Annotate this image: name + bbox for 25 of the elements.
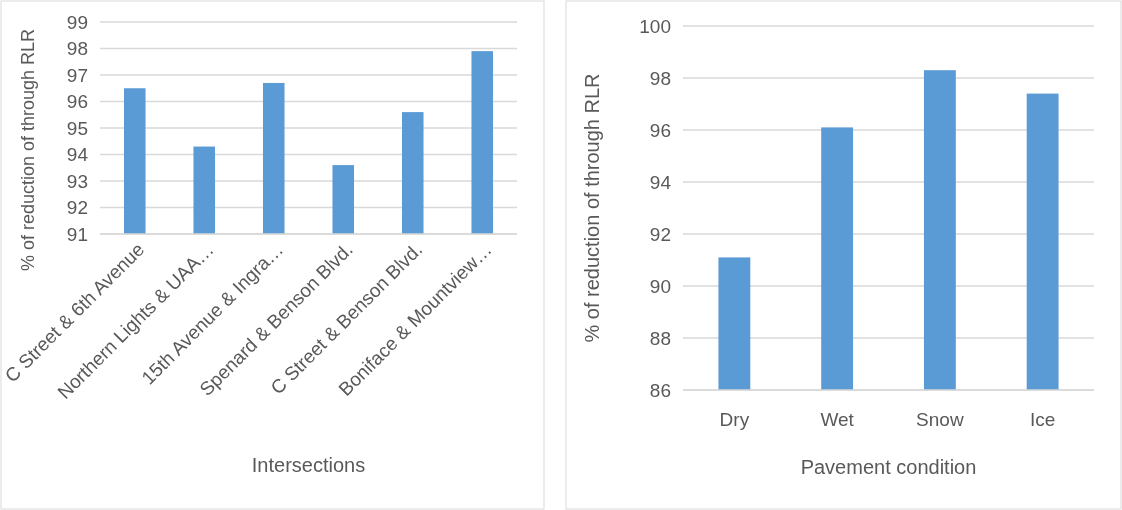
- x-axis-title: Pavement condition: [800, 456, 977, 478]
- y-tick-label: 97: [66, 64, 88, 86]
- y-tick-label: 100: [639, 15, 671, 37]
- y-tick-label: 86: [649, 379, 671, 401]
- y-axis-title: % of reduction of through RLR: [18, 28, 38, 272]
- y-axis-title: % of reduction of through RLR: [581, 73, 603, 343]
- y-tick-label: 94: [649, 171, 672, 193]
- y-tick-label: 92: [66, 197, 88, 219]
- y-tick-label: 96: [649, 119, 671, 141]
- y-tick-label: 96: [66, 91, 88, 113]
- x-tick-label: Wet: [820, 409, 855, 430]
- y-tick-label: 93: [66, 170, 88, 192]
- x-axis-title: Intersections: [251, 454, 366, 476]
- y-tick-label: 88: [649, 327, 671, 349]
- y-tick-label: 98: [66, 38, 88, 60]
- y-tick-label: 98: [649, 67, 671, 89]
- y-tick-label: 90: [649, 275, 671, 297]
- y-tick-label: 95: [66, 117, 88, 139]
- y-tick-label: 99: [66, 11, 88, 33]
- y-tick-label: 92: [649, 223, 671, 245]
- x-tick-label: Ice: [1029, 409, 1056, 430]
- x-tick-label: Dry: [719, 409, 750, 430]
- y-tick-label: 91: [66, 223, 88, 245]
- y-tick-label: 94: [66, 144, 89, 166]
- x-tick-label: Snow: [916, 409, 964, 430]
